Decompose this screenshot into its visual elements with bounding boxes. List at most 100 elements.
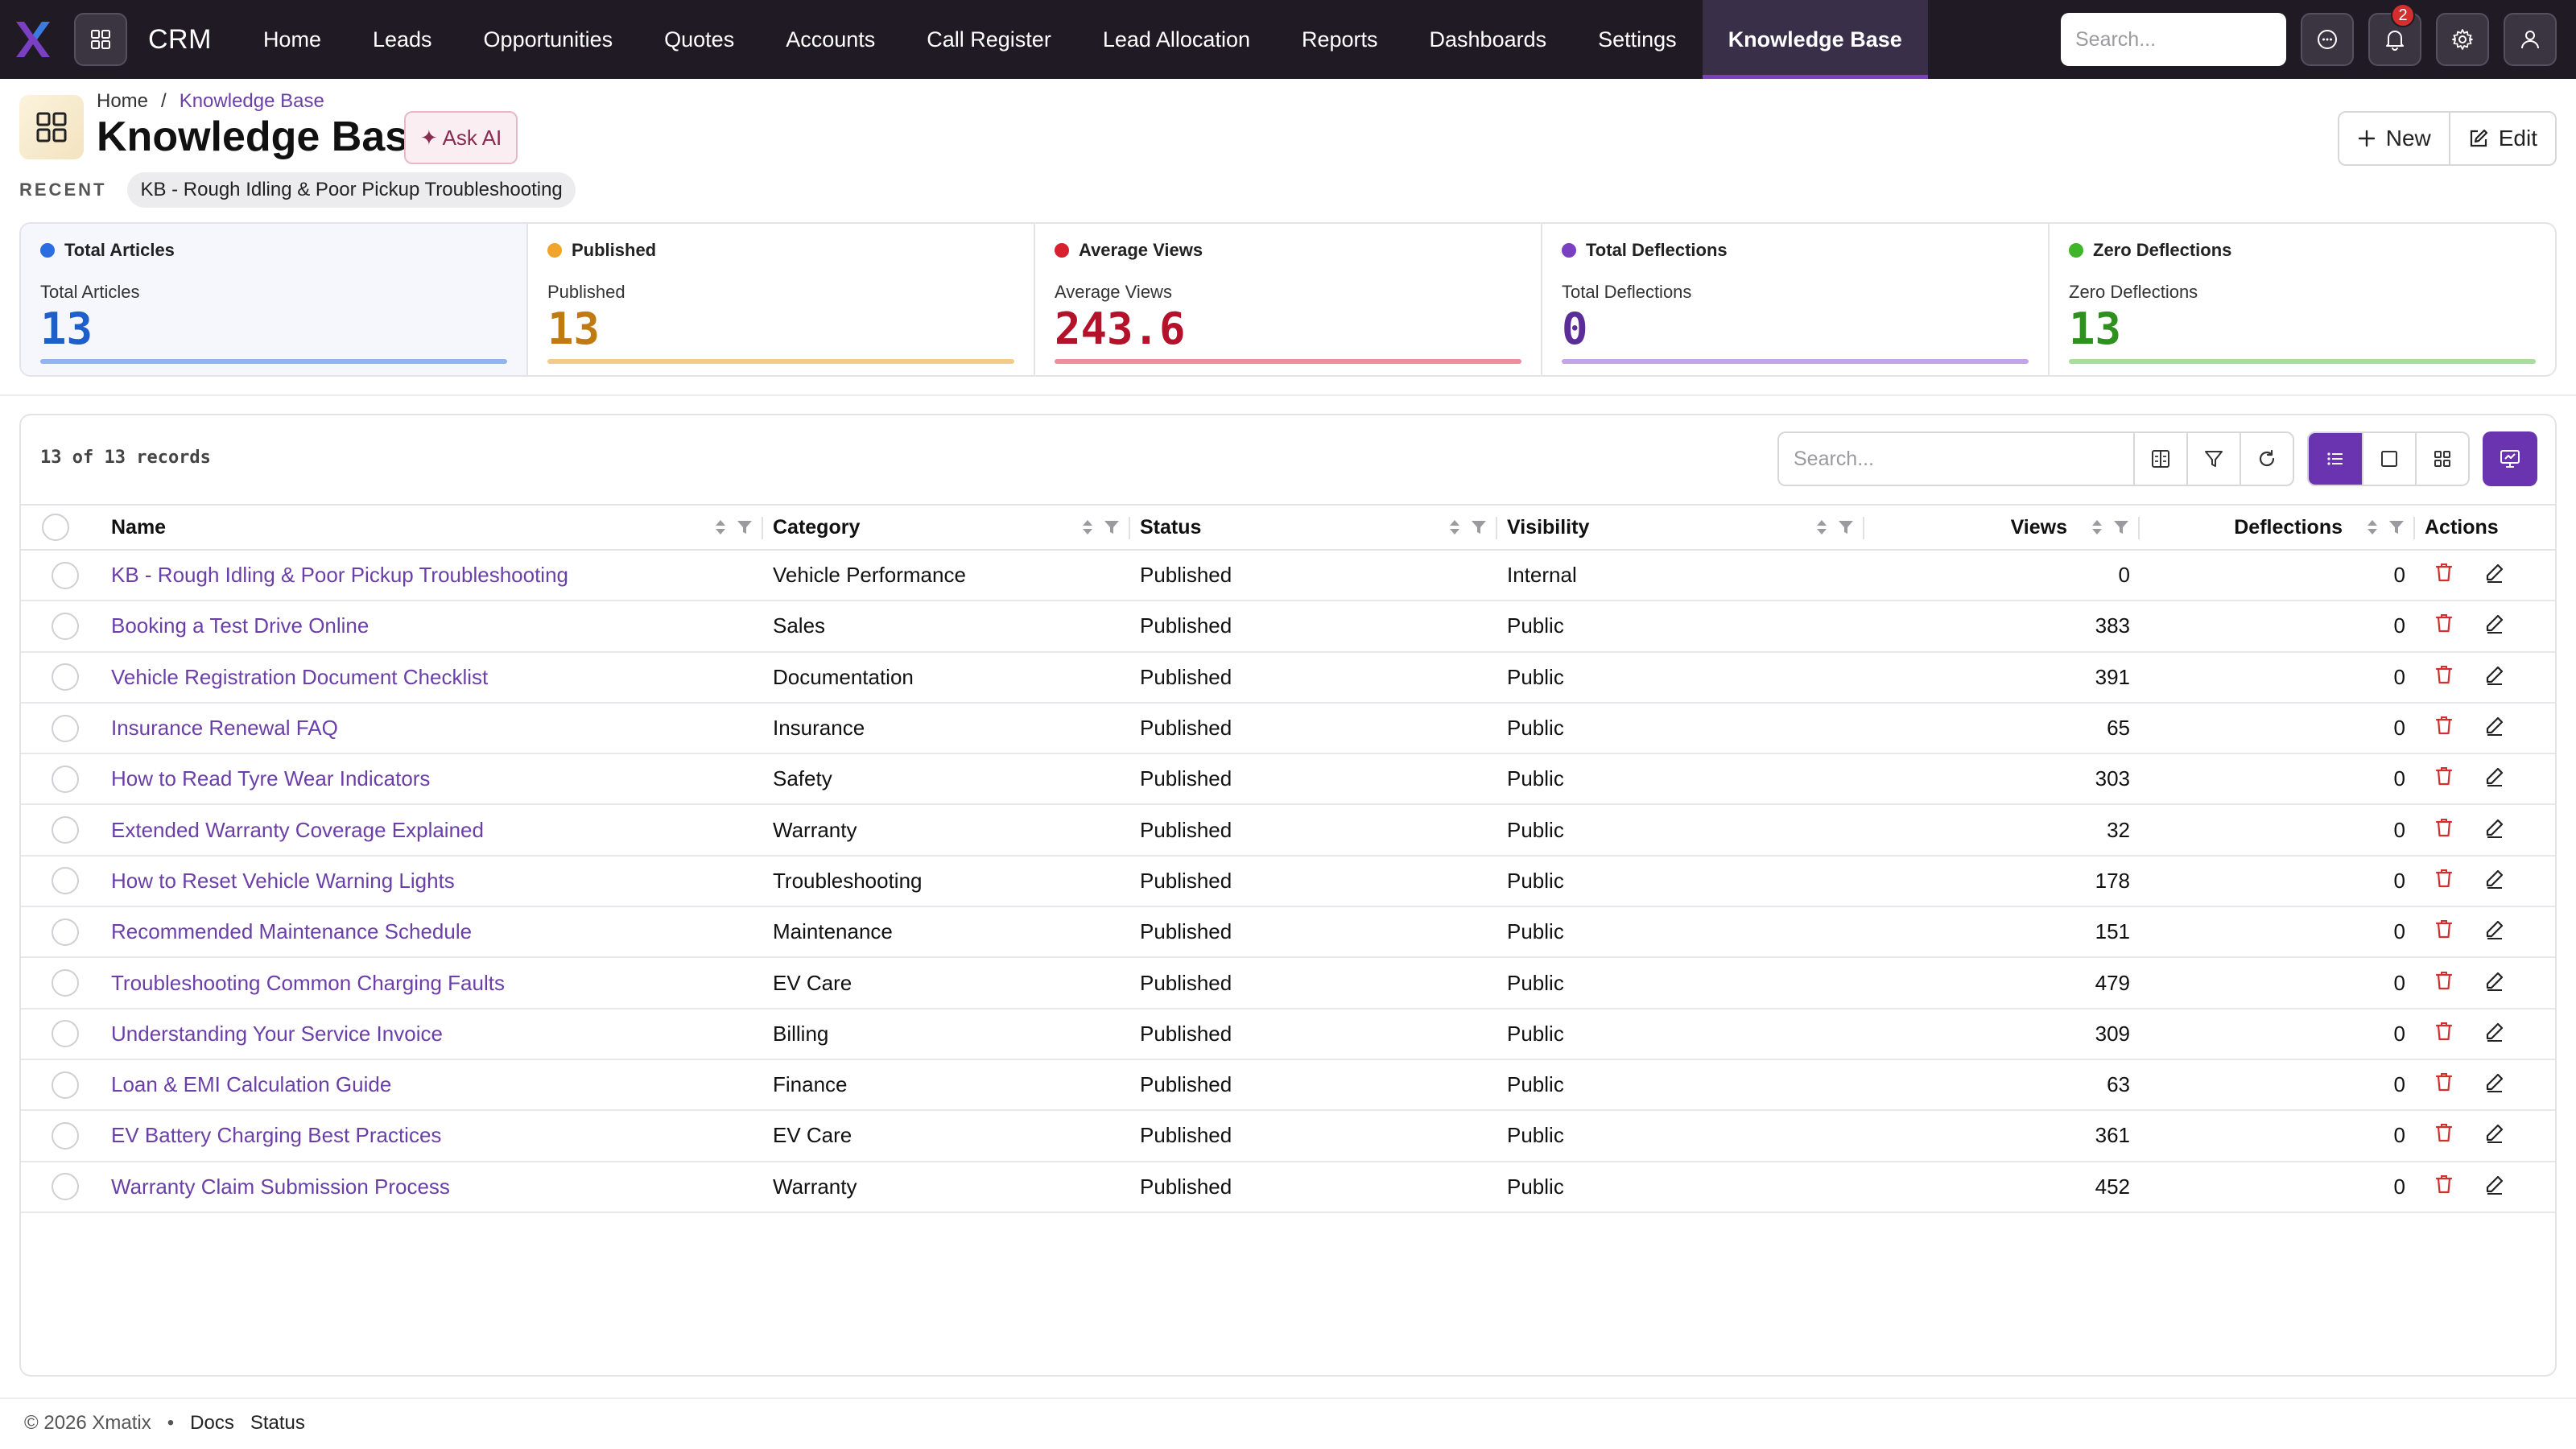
- notifications-button[interactable]: 2: [2368, 3, 2421, 66]
- article-link[interactable]: How to Read Tyre Wear Indicators: [111, 766, 431, 791]
- table-row[interactable]: EV Battery Charging Best Practices EV Car…: [21, 1110, 2555, 1162]
- column-header-visibility[interactable]: Visibility: [1507, 515, 1590, 539]
- table-search-input[interactable]: [1779, 433, 2133, 485]
- column-header-status[interactable]: Status: [1140, 515, 1202, 539]
- column-header-views[interactable]: Views: [2010, 515, 2067, 539]
- nav-item-opportunities[interactable]: Opportunities: [483, 27, 613, 52]
- column-filter-icon[interactable]: [1103, 518, 1121, 536]
- row-checkbox[interactable]: [52, 663, 79, 691]
- row-checkbox[interactable]: [52, 1121, 79, 1150]
- delete-row-button[interactable]: [2434, 562, 2454, 588]
- app-launcher-button[interactable]: [74, 13, 127, 66]
- stat-card-average-views[interactable]: Average Views Average Views 243.6: [1034, 224, 1541, 375]
- delete-row-button[interactable]: [2434, 664, 2454, 691]
- row-checkbox[interactable]: [52, 1020, 79, 1048]
- column-filter-icon[interactable]: [1470, 518, 1488, 536]
- row-checkbox[interactable]: [52, 867, 79, 895]
- new-button[interactable]: New: [2339, 113, 2449, 164]
- edit-row-button[interactable]: [2484, 562, 2505, 588]
- breadcrumb-home[interactable]: Home: [97, 90, 149, 112]
- select-all-checkbox[interactable]: [42, 514, 69, 541]
- table-row[interactable]: Vehicle Registration Document Checklist D…: [21, 652, 2555, 703]
- nav-item-knowledge-base[interactable]: Knowledge Base: [1702, 0, 1928, 79]
- edit-row-button[interactable]: [2484, 1174, 2505, 1200]
- delete-row-button[interactable]: [2434, 766, 2454, 792]
- table-row[interactable]: Understanding Your Service Invoice Billin…: [21, 1009, 2555, 1059]
- filter-button[interactable]: [2186, 433, 2240, 485]
- delete-row-button[interactable]: [2434, 1021, 2454, 1047]
- delete-row-button[interactable]: [2434, 715, 2454, 741]
- sort-icon[interactable]: [1447, 518, 1462, 537]
- edit-row-button[interactable]: [2484, 1122, 2505, 1149]
- article-link[interactable]: Recommended Maintenance Schedule: [111, 919, 473, 944]
- footer-docs-link[interactable]: Docs: [190, 1412, 234, 1434]
- delete-row-button[interactable]: [2434, 613, 2454, 639]
- table-row[interactable]: How to Reset Vehicle Warning Lights Troub…: [21, 856, 2555, 907]
- columns-button[interactable]: [2133, 433, 2186, 485]
- xmatix-logo-icon[interactable]: [11, 19, 53, 60]
- edit-row-button[interactable]: [2484, 970, 2505, 997]
- row-checkbox[interactable]: [52, 612, 79, 640]
- row-checkbox[interactable]: [52, 918, 79, 946]
- grid-view-button[interactable]: [2415, 433, 2468, 485]
- nav-item-settings[interactable]: Settings: [1598, 27, 1677, 52]
- article-link[interactable]: Booking a Test Drive Online: [111, 613, 369, 638]
- chat-button[interactable]: [2301, 13, 2354, 66]
- edit-row-button[interactable]: [2484, 817, 2505, 844]
- edit-row-button[interactable]: [2484, 715, 2505, 741]
- stat-card-published[interactable]: Published Published 13: [526, 224, 1034, 375]
- column-header-name[interactable]: Name: [111, 515, 167, 539]
- edit-row-button[interactable]: [2484, 664, 2505, 691]
- article-link[interactable]: Extended Warranty Coverage Explained: [111, 817, 484, 842]
- table-row[interactable]: Extended Warranty Coverage Explained Warr…: [21, 804, 2555, 856]
- nav-item-leads[interactable]: Leads: [372, 27, 432, 52]
- nav-item-lead-allocation[interactable]: Lead Allocation: [1102, 27, 1250, 52]
- settings-button[interactable]: [2436, 13, 2489, 66]
- sort-icon[interactable]: [2090, 518, 2104, 537]
- row-checkbox[interactable]: [52, 1173, 79, 1201]
- article-link[interactable]: How to Reset Vehicle Warning Lights: [111, 868, 455, 893]
- edit-row-button[interactable]: [2484, 1021, 2505, 1047]
- delete-row-button[interactable]: [2434, 1071, 2454, 1098]
- breadcrumb-current[interactable]: Knowledge Base: [179, 90, 324, 112]
- row-checkbox[interactable]: [52, 1071, 79, 1099]
- article-link[interactable]: Warranty Claim Submission Process: [111, 1174, 450, 1199]
- edit-button[interactable]: Edit: [2448, 113, 2555, 164]
- edit-row-button[interactable]: [2484, 766, 2505, 792]
- refresh-button[interactable]: [2240, 433, 2293, 485]
- article-link[interactable]: Loan & EMI Calculation Guide: [111, 1072, 392, 1097]
- sort-icon[interactable]: [2365, 518, 2380, 537]
- delete-row-button[interactable]: [2434, 1174, 2454, 1200]
- column-filter-icon[interactable]: [2112, 518, 2130, 536]
- global-search-input[interactable]: [2061, 13, 2286, 66]
- column-filter-icon[interactable]: [1837, 518, 1855, 536]
- delete-row-button[interactable]: [2434, 919, 2454, 945]
- app-brand[interactable]: CRM: [148, 23, 212, 55]
- table-row[interactable]: Loan & EMI Calculation Guide Finance Publi…: [21, 1059, 2555, 1111]
- article-link[interactable]: Vehicle Registration Document Checklist: [111, 664, 489, 689]
- sort-icon[interactable]: [1814, 518, 1829, 537]
- nav-item-quotes[interactable]: Quotes: [664, 27, 735, 52]
- nav-item-reports[interactable]: Reports: [1301, 27, 1378, 52]
- stat-card-total-articles[interactable]: Total Articles Total Articles 13: [21, 224, 526, 375]
- nav-item-dashboards[interactable]: Dashboards: [1429, 27, 1547, 52]
- delete-row-button[interactable]: [2434, 868, 2454, 894]
- row-checkbox[interactable]: [52, 561, 79, 589]
- article-link[interactable]: Understanding Your Service Invoice: [111, 1021, 443, 1046]
- table-row[interactable]: Booking a Test Drive Online Sales Publishe…: [21, 601, 2555, 652]
- table-row[interactable]: KB - Rough Idling & Poor Pickup Troubles…: [21, 550, 2555, 601]
- table-row[interactable]: Recommended Maintenance Schedule Maintena…: [21, 906, 2555, 958]
- footer-status-link[interactable]: Status: [250, 1412, 305, 1434]
- row-checkbox[interactable]: [52, 765, 79, 793]
- delete-row-button[interactable]: [2434, 970, 2454, 997]
- presentation-button[interactable]: [2483, 431, 2537, 486]
- edit-row-button[interactable]: [2484, 919, 2505, 945]
- column-header-category[interactable]: Category: [773, 515, 861, 539]
- ask-ai-button[interactable]: ✦ Ask AI: [404, 111, 518, 164]
- user-profile-button[interactable]: [2504, 13, 2557, 66]
- delete-row-button[interactable]: [2434, 817, 2454, 844]
- sort-icon[interactable]: [1080, 518, 1095, 537]
- article-link[interactable]: KB - Rough Idling & Poor Pickup Troubles…: [111, 563, 569, 588]
- column-header-deflections[interactable]: Deflections: [2234, 515, 2343, 539]
- edit-row-button[interactable]: [2484, 868, 2505, 894]
